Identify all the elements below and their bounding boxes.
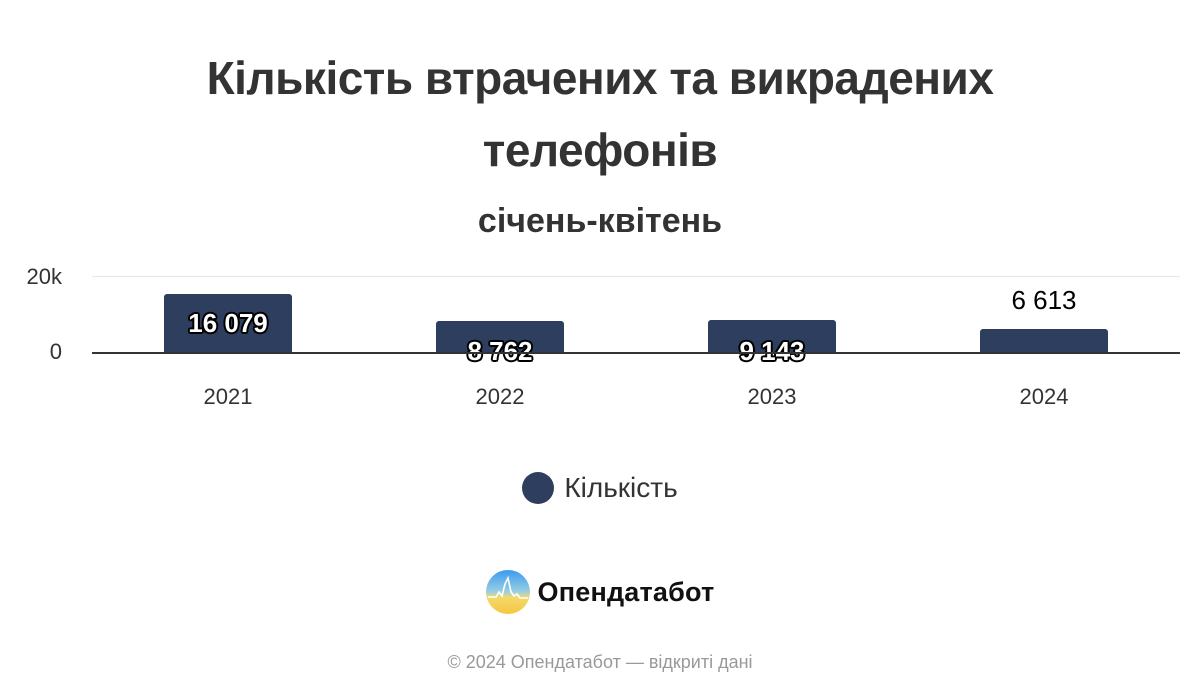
legend-swatch-icon[interactable]	[522, 472, 555, 504]
x-tick-2024: 2024	[1019, 384, 1069, 409]
y-tick-20k: 20k	[26, 264, 62, 289]
chart-subtitle: січень-квітень	[477, 202, 723, 240]
bar-2022[interactable]	[436, 321, 564, 352]
credits[interactable]: © 2024 Опендатабот — відкриті дані	[447, 652, 753, 672]
chart-title-line-1: Кількість втрачених та викрадених	[206, 52, 994, 104]
y-tick-0: 0	[49, 339, 62, 364]
brand: Опендатабот	[0, 570, 1200, 614]
data-label-2021: 16 079	[188, 308, 268, 338]
bar-2024[interactable]	[980, 329, 1108, 352]
gridline-20k	[92, 276, 1180, 277]
opendatabot-logo-icon	[485, 570, 530, 614]
data-label-2023: 9 143	[739, 336, 805, 366]
x-axis-line	[92, 352, 1180, 354]
brand-name: Опендатабот	[537, 576, 715, 607]
chart-title: Кількість втрачених та викрадених телефо…	[0, 42, 1200, 186]
legend-label[interactable]: Кількість	[564, 472, 678, 503]
bar-2021[interactable]	[164, 294, 292, 352]
x-tick-2021: 2021	[203, 384, 253, 409]
data-label-2024: 6 613	[1011, 285, 1077, 315]
legend: Кількість	[0, 472, 1200, 504]
x-tick-2022: 2022	[475, 384, 525, 409]
x-tick-2023: 2023	[747, 384, 797, 409]
data-label-2022: 8 762	[467, 336, 533, 366]
chart-title-line-2: телефонів	[482, 124, 718, 176]
bar-2023[interactable]	[708, 320, 836, 352]
